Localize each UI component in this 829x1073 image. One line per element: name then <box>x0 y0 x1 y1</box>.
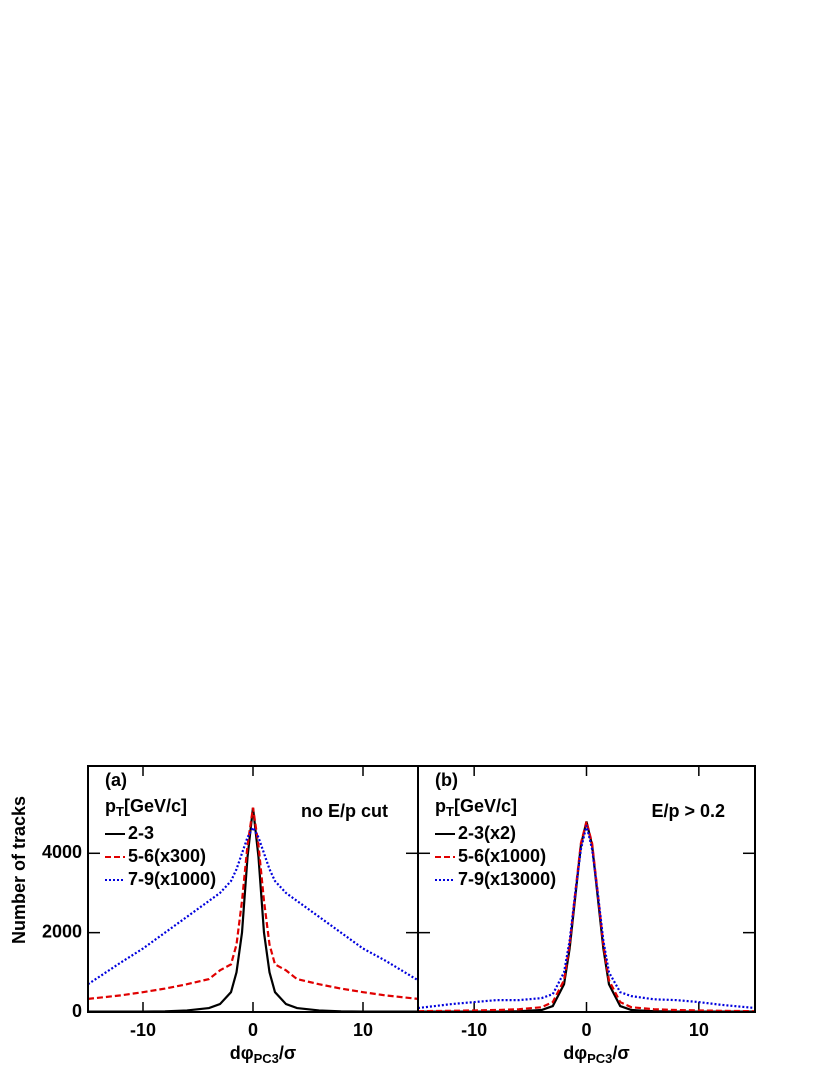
x-axis-label: dφPC3/σ <box>563 1043 630 1067</box>
legend-label: 7-9(x1000) <box>128 869 216 889</box>
y-tick-label: 0 <box>72 1001 82 1021</box>
x-axis-label-rest: /σ <box>612 1043 629 1063</box>
x-tick-label: -10 <box>461 1020 487 1040</box>
y-axis-label: Number of tracks <box>9 796 29 944</box>
legend-label: 2-3 <box>128 823 154 843</box>
annotation: E/p > 0.2 <box>651 801 725 821</box>
series-line <box>88 807 418 1000</box>
legend-title-main: p <box>105 796 116 816</box>
panel-label: (a) <box>105 770 127 790</box>
x-axis-label-sub: PC3 <box>254 1051 279 1066</box>
x-axis-label-sub: PC3 <box>587 1051 612 1066</box>
x-axis-label-main: dφ <box>563 1043 587 1063</box>
legend-title-sub: T <box>116 804 124 819</box>
legend-title-sub: T <box>446 804 454 819</box>
panel-label: (b) <box>435 770 458 790</box>
y-tick-label: 2000 <box>42 921 82 941</box>
legend-label: 5-6(x300) <box>128 846 206 866</box>
legend-title-rest: [GeV/c] <box>454 796 517 816</box>
y-tick-label: 4000 <box>42 842 82 862</box>
series-line <box>418 825 755 1010</box>
annotation: no E/p cut <box>301 801 388 821</box>
legend-title-rest: [GeV/c] <box>124 796 187 816</box>
x-axis-label-rest: /σ <box>279 1043 296 1063</box>
x-tick-label: 0 <box>581 1020 591 1040</box>
x-tick-label: 0 <box>248 1020 258 1040</box>
x-axis-label: dφPC3/σ <box>230 1043 297 1067</box>
legend-label: 7-9(x13000) <box>458 869 556 889</box>
x-axis-label-main: dφ <box>230 1043 254 1063</box>
x-tick-label: -10 <box>130 1020 156 1040</box>
series-line <box>418 821 755 1012</box>
legend-title: pT[GeV/c] <box>105 796 187 820</box>
legend-title-main: p <box>435 796 446 816</box>
x-tick-label: 10 <box>353 1020 373 1040</box>
legend-label: 2-3(x2) <box>458 823 516 843</box>
plot-frame <box>417 765 756 1013</box>
legend-title: pT[GeV/c] <box>435 796 517 820</box>
x-tick-label: 10 <box>689 1020 709 1040</box>
legend-label: 5-6(x1000) <box>458 846 546 866</box>
